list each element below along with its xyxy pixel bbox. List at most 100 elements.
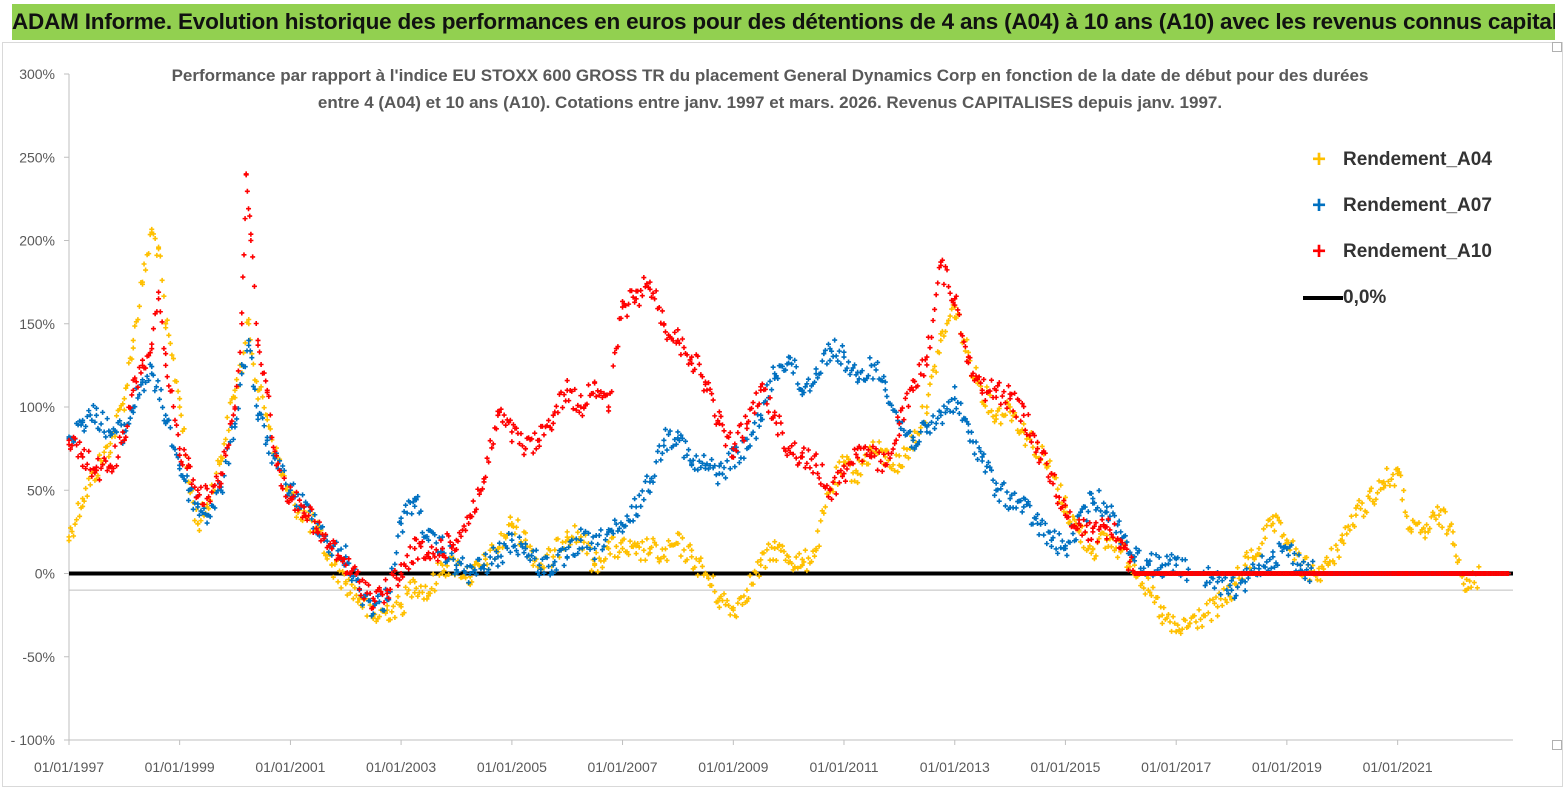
resize-handle-bottom-right[interactable] xyxy=(1552,740,1562,750)
data-point-fill xyxy=(212,505,218,511)
series-rendement-a10 xyxy=(66,171,1511,612)
data-point-fill xyxy=(104,443,110,449)
data-point-fill xyxy=(1305,562,1311,568)
data-point-fill xyxy=(513,548,519,554)
data-point-fill xyxy=(1476,564,1482,570)
data-point-fill xyxy=(386,595,392,601)
data-point-fill xyxy=(355,599,361,605)
data-point-fill xyxy=(741,455,747,461)
data-point-fill xyxy=(842,459,848,465)
data-point-fill xyxy=(893,452,899,458)
data-point-fill xyxy=(181,426,187,432)
data-point-fill xyxy=(984,463,990,469)
data-point-fill xyxy=(157,253,163,259)
x-tick-label: 01/01/2001 xyxy=(255,759,325,775)
data-point-fill xyxy=(709,391,715,397)
data-point-fill xyxy=(805,447,811,453)
data-point-fill xyxy=(889,402,895,408)
data-point-fill xyxy=(109,469,115,475)
data-point-fill xyxy=(756,401,762,407)
data-point-fill xyxy=(264,417,270,423)
data-point-fill xyxy=(1247,565,1253,571)
data-point-fill xyxy=(670,338,676,344)
data-point-fill xyxy=(304,517,310,523)
data-point xyxy=(647,279,653,285)
data-point-fill xyxy=(117,434,123,440)
data-point-fill xyxy=(544,423,550,429)
data-point-fill xyxy=(723,475,729,481)
resize-handle-top-right[interactable] xyxy=(1552,42,1562,52)
data-point-fill xyxy=(844,454,850,460)
data-point-fill xyxy=(1205,610,1211,616)
data-point-fill xyxy=(326,549,332,555)
data-point-fill xyxy=(1088,536,1094,542)
data-point-fill xyxy=(712,463,718,469)
data-point-fill xyxy=(859,368,865,374)
data-point-fill xyxy=(995,383,1001,389)
data-point xyxy=(93,412,99,418)
legend-label-a10: Rendement_A10 xyxy=(1343,241,1492,262)
data-point-fill xyxy=(71,533,77,539)
data-point-fill xyxy=(741,593,747,599)
data-point-fill xyxy=(258,384,264,390)
data-point-fill xyxy=(933,420,939,426)
data-point-fill xyxy=(294,503,300,509)
data-point-fill xyxy=(833,353,839,359)
data-point-fill xyxy=(652,296,658,302)
data-point xyxy=(121,396,127,402)
data-point xyxy=(398,571,404,576)
data-point-fill xyxy=(630,518,636,524)
data-point-fill xyxy=(799,556,805,562)
data-point-fill xyxy=(507,417,513,423)
data-point-fill xyxy=(610,531,616,537)
data-point-fill xyxy=(1115,536,1121,542)
data-point xyxy=(675,429,681,435)
data-point-fill xyxy=(618,315,624,321)
data-point-fill xyxy=(1422,535,1428,541)
data-point-fill xyxy=(310,530,316,536)
data-point xyxy=(965,354,971,360)
data-point xyxy=(398,604,404,610)
data-point xyxy=(287,496,293,502)
data-point-fill xyxy=(104,416,110,422)
data-point-fill xyxy=(839,343,845,349)
data-point-fill xyxy=(390,603,396,609)
data-point-fill xyxy=(355,576,361,582)
data-point-fill xyxy=(796,551,802,557)
data-point-fill xyxy=(1084,522,1090,528)
data-point-fill xyxy=(376,585,382,591)
data-point-fill xyxy=(596,392,602,398)
data-point-fill xyxy=(629,504,635,510)
data-point-fill xyxy=(277,458,283,464)
data-point-fill xyxy=(973,365,979,371)
data-point-fill xyxy=(1251,556,1257,562)
data-point xyxy=(716,471,722,477)
data-point-fill xyxy=(1378,486,1384,492)
data-point xyxy=(412,496,418,502)
data-point-fill xyxy=(630,294,636,300)
data-point xyxy=(130,337,136,343)
data-point-fill xyxy=(822,504,828,510)
data-point-fill xyxy=(1124,546,1130,552)
data-point xyxy=(647,479,653,485)
data-point-fill xyxy=(100,409,106,415)
data-point-fill xyxy=(69,529,75,535)
data-point-fill xyxy=(1211,585,1217,591)
data-point-fill xyxy=(918,425,924,431)
data-point-fill xyxy=(982,469,988,475)
data-point-fill xyxy=(123,385,129,391)
data-point-fill xyxy=(75,500,81,506)
data-point-fill xyxy=(294,489,300,495)
data-point xyxy=(140,379,146,385)
data-point-fill xyxy=(1058,545,1064,551)
data-point-fill xyxy=(98,421,104,427)
data-point xyxy=(273,462,279,468)
data-point-fill xyxy=(1239,577,1245,583)
data-point-fill xyxy=(101,455,107,461)
data-point xyxy=(329,562,335,568)
data-point-fill xyxy=(186,497,192,503)
data-point-fill xyxy=(146,353,152,359)
data-point-fill xyxy=(1385,478,1391,484)
data-point xyxy=(868,454,874,460)
x-tick-label: 01/01/1999 xyxy=(145,759,215,775)
